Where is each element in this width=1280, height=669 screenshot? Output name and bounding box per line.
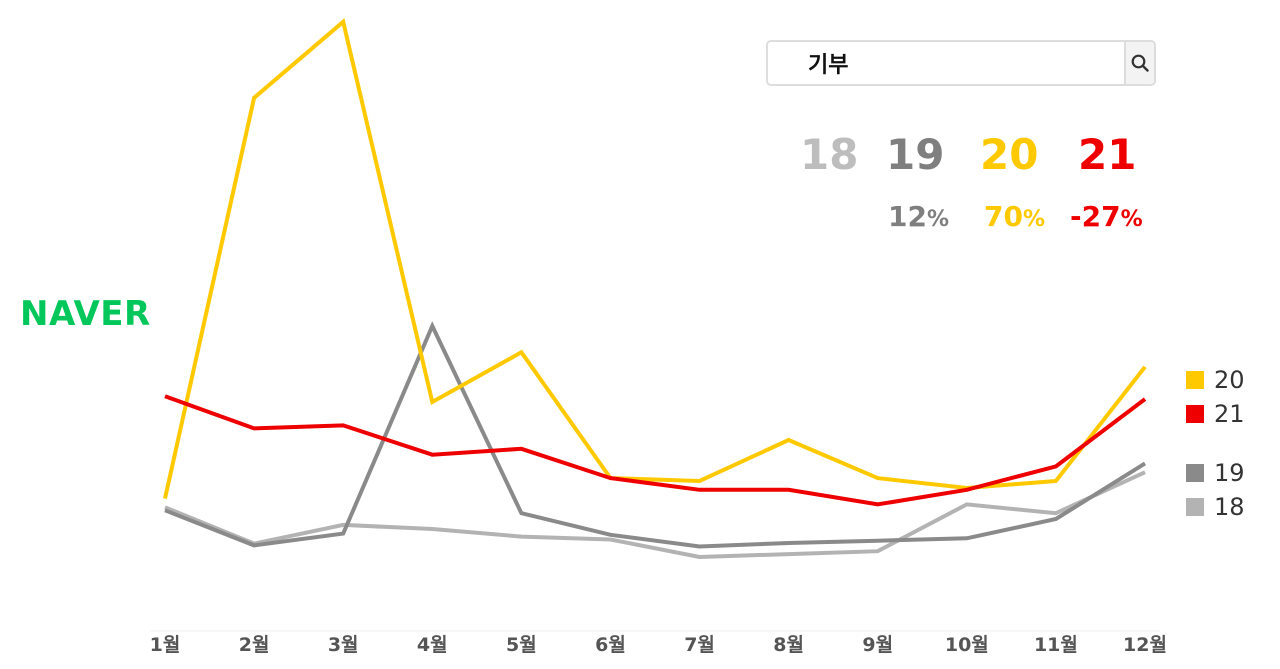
year-label-21: 21 [1078,130,1137,179]
legend-item-20: 20 [1186,366,1245,394]
x-tick-label: 10월 [945,634,989,656]
change-19-value: 12 [888,200,927,233]
x-axis-ticks: 1월 2월 3월 4월 5월 6월 7월 8월 9월 10월 11월 12월 [150,630,1167,656]
x-tick-label: 4월 [417,634,448,656]
legend-label: 18 [1214,493,1245,521]
search-icon [1131,54,1149,72]
change-21: -27% [1070,200,1143,233]
legend-item-18: 18 [1186,493,1245,521]
x-tick-label: 3월 [328,634,359,656]
x-tick-label: 6월 [595,634,626,656]
brand-logo: NAVER [20,294,151,334]
year-label-20: 20 [980,130,1039,179]
x-tick-label: 8월 [773,634,804,656]
series-layer [163,18,1147,560]
legend-swatch [1186,405,1204,423]
search-input[interactable] [768,42,1124,84]
change-20: 70% [984,200,1045,233]
change-20-unit: % [1022,207,1046,232]
change-19: 12% [888,200,949,233]
legend-swatch [1186,498,1204,516]
legend-swatch [1186,371,1204,389]
change-19-unit: % [926,207,950,232]
change-21-value: -27 [1070,200,1121,233]
x-tick-label: 11월 [1034,634,1078,656]
year-label-18: 18 [800,130,859,179]
legend-swatch [1186,464,1204,482]
search-button[interactable] [1124,42,1154,84]
x-tick-label: 5월 [506,634,537,656]
search-box [766,40,1156,86]
legend-item-21: 21 [1186,400,1245,428]
year-label-19: 19 [886,130,945,179]
change-21-unit: % [1120,207,1143,232]
legend-item-19: 19 [1186,459,1245,487]
series-line-19 [164,321,1147,549]
legend-label: 20 [1214,366,1245,394]
legend-label: 19 [1214,459,1245,487]
series-line-21 [164,394,1147,507]
series-line-18 [164,470,1146,560]
x-tick-label: 2월 [239,634,270,656]
legend-label: 21 [1214,400,1245,428]
x-tick-label: 9월 [862,634,893,656]
x-tick-label: 1월 [150,634,181,656]
x-tick-label: 12월 [1123,634,1167,656]
change-20-value: 70 [984,200,1023,233]
x-tick-label: 7월 [684,634,715,656]
